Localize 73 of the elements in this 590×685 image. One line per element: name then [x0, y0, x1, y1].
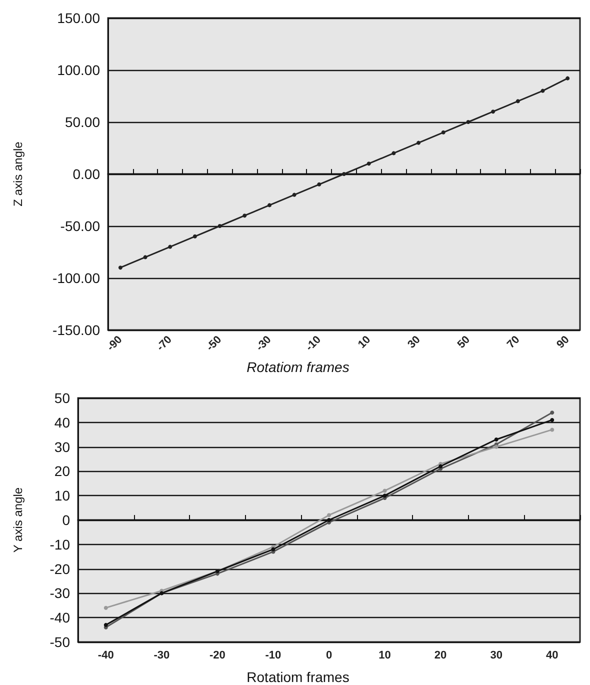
point: [327, 518, 331, 522]
y-tick-label: 50: [54, 390, 70, 406]
point: [382, 488, 387, 493]
y-tick-label: -10: [50, 536, 70, 552]
x-tick-label: -40: [98, 650, 114, 662]
x-tick-label: -10: [265, 650, 282, 662]
y-tick-label: 150.00: [57, 10, 100, 26]
point: [317, 182, 322, 186]
point: [366, 162, 371, 166]
y-tick-label: 40: [54, 414, 70, 430]
y-tick-label: 0: [62, 512, 70, 528]
point: [118, 266, 122, 270]
point: [494, 444, 498, 449]
point: [327, 513, 331, 518]
x-tick-label: -30: [254, 334, 274, 354]
x-tick-label: -10: [304, 334, 324, 354]
y-tick-label: -40: [50, 610, 70, 626]
point: [104, 622, 108, 627]
x-tick-label: 70: [505, 334, 522, 351]
point: [494, 437, 498, 442]
y-tick-label: 20: [54, 463, 70, 480]
y-tick-label: 50.00: [64, 114, 100, 130]
x-tick-label: -70: [154, 334, 174, 354]
y-axis-title: Y axis angle: [11, 487, 25, 553]
point: [168, 244, 172, 249]
point: [550, 418, 554, 422]
x-axis-title: Rotatiom frames: [246, 359, 350, 375]
x-tick-label: 50: [455, 334, 472, 351]
x-tick-label: 0: [326, 650, 332, 662]
point: [550, 428, 554, 432]
x-tick-label: 10: [378, 650, 391, 662]
x-tick-label: 30: [406, 334, 423, 351]
point: [382, 494, 387, 498]
point: [441, 130, 446, 134]
point: [342, 172, 346, 176]
point: [540, 88, 545, 93]
point: [267, 203, 272, 208]
point: [242, 214, 247, 218]
point: [104, 606, 108, 610]
x-axis-title: Rotatiom frames: [246, 669, 350, 685]
x-tick-label: 30: [490, 650, 502, 662]
x-tick-label: 10: [356, 334, 374, 351]
y-tick-label: -20: [50, 560, 70, 577]
y-tick-label: 30: [54, 438, 70, 455]
x-tick-label: -20: [209, 650, 226, 662]
point: [392, 151, 396, 156]
y-tick-label: -50: [50, 634, 70, 650]
point: [218, 224, 222, 228]
point: [143, 255, 148, 260]
point: [271, 547, 276, 552]
y-axis-title: Z axis angle: [11, 141, 25, 206]
point: [466, 120, 470, 124]
x-tick-label: -90: [104, 334, 125, 354]
point: [566, 76, 570, 80]
x-tick-label: -50: [204, 334, 224, 354]
x-tick-label: -30: [154, 650, 170, 662]
point: [192, 234, 197, 238]
y-tick-label: -100.00: [52, 270, 100, 286]
x-tick-label: 40: [546, 650, 558, 662]
point: [438, 464, 443, 468]
point: [292, 192, 296, 197]
y-tick-label: -30: [50, 585, 70, 602]
y-tick-label: 100.00: [57, 62, 100, 78]
x-tick-label: 90: [554, 334, 572, 351]
x-tick-label: 20: [434, 650, 447, 662]
y-tick-label: -150.00: [52, 322, 100, 338]
point: [550, 410, 554, 415]
y-tick-label: 0.00: [72, 166, 100, 182]
y-tick-label: -50.00: [60, 218, 100, 234]
point: [491, 110, 496, 114]
y-tick-label: 10: [54, 488, 70, 504]
point: [416, 140, 421, 145]
point: [516, 99, 520, 104]
